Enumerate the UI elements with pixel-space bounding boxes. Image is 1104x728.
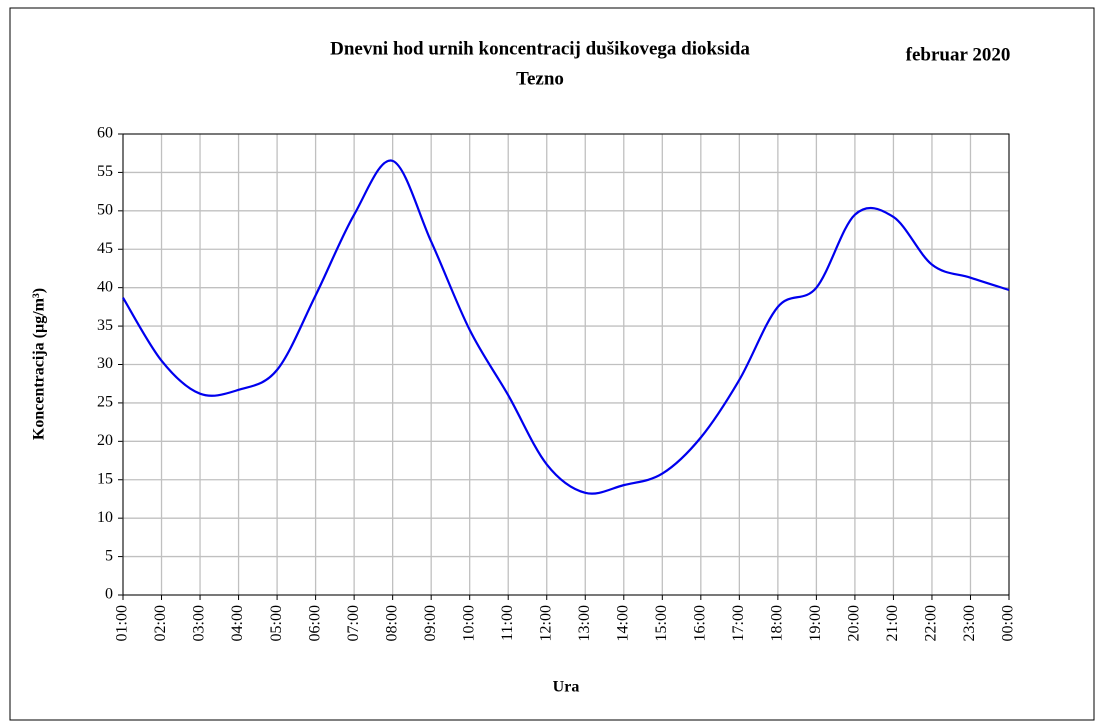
x-tick-label: 05:00 — [268, 605, 285, 641]
x-tick-label: 23:00 — [961, 605, 978, 641]
x-tick-label: 04:00 — [229, 605, 246, 641]
x-tick-label: 19:00 — [807, 605, 824, 641]
x-tick-label: 18:00 — [769, 605, 786, 641]
chart-subtitle: Tezno — [516, 68, 564, 89]
x-tick-label: 17:00 — [730, 605, 747, 641]
x-axis-label: Ura — [553, 679, 580, 696]
x-tick-label: 16:00 — [691, 605, 708, 641]
x-tick-label: 01:00 — [114, 605, 131, 641]
y-tick-label: 10 — [97, 509, 113, 526]
plot-border — [122, 133, 1010, 596]
annotation: februar 2020 — [906, 44, 1011, 65]
y-tick-label: 45 — [97, 240, 113, 257]
x-tick-label: 13:00 — [576, 605, 593, 641]
x-tick-label: 06:00 — [306, 605, 323, 641]
x-tick-label: 08:00 — [383, 605, 400, 641]
y-tick-label: 25 — [97, 394, 113, 411]
x-tick-label: 14:00 — [614, 605, 631, 641]
y-tick-label: 55 — [97, 163, 113, 180]
chart-title: Dnevni hod urnih koncentracij dušikovega… — [330, 38, 750, 59]
x-tick-label: 00:00 — [1000, 605, 1017, 641]
y-tick-label: 30 — [97, 355, 113, 372]
x-tick-label: 03:00 — [191, 605, 208, 641]
x-tick-label: 22:00 — [923, 605, 940, 641]
y-tick-label: 20 — [97, 432, 113, 449]
y-tick-label: 60 — [97, 125, 113, 142]
y-axis-label: Koncentracija (µg/m³) — [31, 288, 48, 440]
x-tick-label: 07:00 — [345, 605, 362, 641]
x-tick-label: 09:00 — [422, 605, 439, 641]
x-tick-label: 02:00 — [152, 605, 169, 641]
y-tick-label: 5 — [105, 547, 113, 564]
y-tick-label: 0 — [105, 586, 113, 603]
x-tick-label: 12:00 — [537, 605, 554, 641]
x-tick-label: 20:00 — [846, 605, 863, 641]
data-line — [122, 159, 1010, 495]
y-tick-label: 35 — [97, 317, 113, 334]
y-tick-label: 15 — [97, 470, 113, 487]
x-tick-label: 11:00 — [499, 605, 516, 641]
x-tick-label: 21:00 — [884, 605, 901, 641]
y-tick-label: 40 — [97, 278, 113, 295]
x-tick-label: 10:00 — [460, 605, 477, 641]
y-tick-label: 50 — [97, 202, 113, 219]
x-tick-label: 15:00 — [653, 605, 670, 641]
